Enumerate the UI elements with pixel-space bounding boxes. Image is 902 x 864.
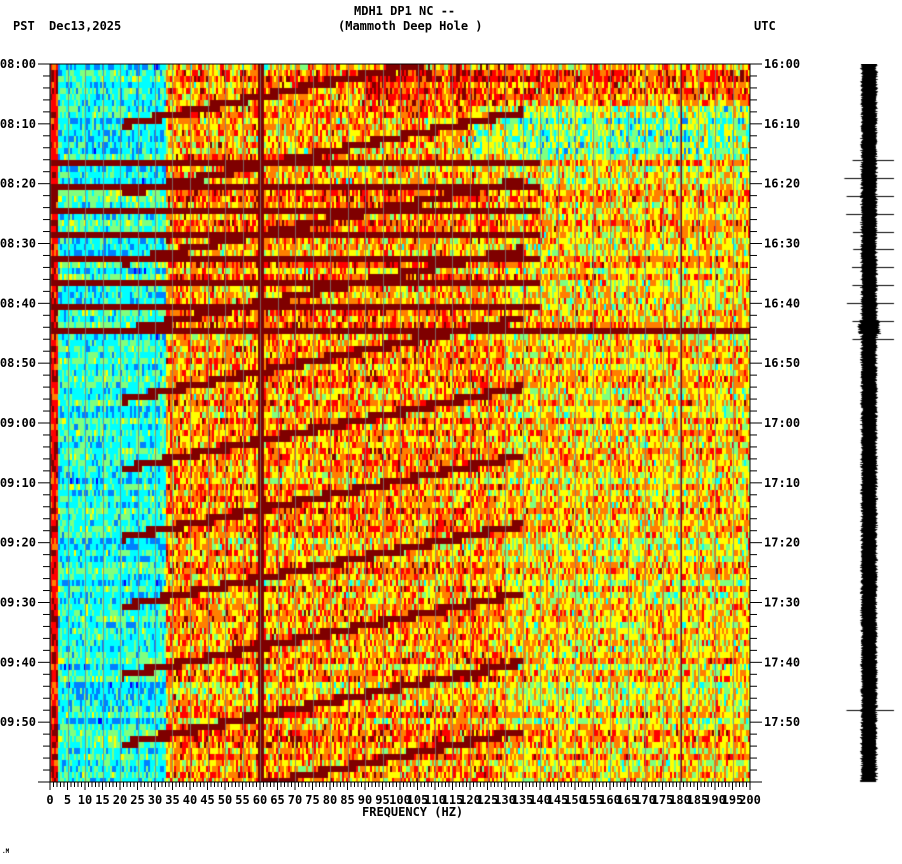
svg-text:25: 25 xyxy=(130,793,144,807)
svg-text:50: 50 xyxy=(218,793,232,807)
station-location: (Mammoth Deep Hole ) xyxy=(338,19,483,33)
svg-text:90: 90 xyxy=(358,793,372,807)
svg-text:17:20: 17:20 xyxy=(764,536,800,550)
svg-text:155: 155 xyxy=(582,793,604,807)
svg-text:195: 195 xyxy=(722,793,744,807)
svg-text:70: 70 xyxy=(288,793,302,807)
svg-text:0: 0 xyxy=(46,793,53,807)
svg-text:80: 80 xyxy=(323,793,337,807)
svg-text:30: 30 xyxy=(148,793,162,807)
svg-text:120: 120 xyxy=(459,793,481,807)
svg-text:55: 55 xyxy=(235,793,249,807)
svg-text:17:40: 17:40 xyxy=(764,655,800,669)
svg-text:190: 190 xyxy=(704,793,726,807)
svg-text:165: 165 xyxy=(617,793,639,807)
right-timezone-label: UTC xyxy=(754,19,776,33)
station-title: MDH1 DP1 NC -- xyxy=(354,4,456,18)
svg-text:180: 180 xyxy=(669,793,691,807)
svg-text:09:30: 09:30 xyxy=(0,596,36,610)
svg-text:145: 145 xyxy=(547,793,569,807)
svg-text:105: 105 xyxy=(407,793,429,807)
svg-text:17:30: 17:30 xyxy=(764,596,800,610)
svg-text:130: 130 xyxy=(494,793,516,807)
svg-text:17:00: 17:00 xyxy=(764,416,800,430)
svg-text:17:10: 17:10 xyxy=(764,476,800,490)
svg-text:16:00: 16:00 xyxy=(764,57,800,71)
svg-text:170: 170 xyxy=(634,793,656,807)
corner-mark: .M xyxy=(2,848,10,855)
svg-text:16:40: 16:40 xyxy=(764,296,800,310)
svg-text:115: 115 xyxy=(442,793,464,807)
spectrogram-heatmap xyxy=(50,64,750,782)
svg-text:100: 100 xyxy=(389,793,411,807)
svg-text:08:20: 08:20 xyxy=(0,177,36,191)
svg-text:35: 35 xyxy=(165,793,179,807)
svg-text:175: 175 xyxy=(652,793,674,807)
svg-text:09:10: 09:10 xyxy=(0,476,36,490)
svg-text:17:50: 17:50 xyxy=(764,715,800,729)
svg-text:150: 150 xyxy=(564,793,586,807)
svg-text:08:00: 08:00 xyxy=(0,57,36,71)
svg-text:125: 125 xyxy=(477,793,499,807)
svg-text:65: 65 xyxy=(270,793,284,807)
svg-text:60: 60 xyxy=(253,793,267,807)
svg-text:09:20: 09:20 xyxy=(0,536,36,550)
date-label: Dec13,2025 xyxy=(49,19,122,33)
x-axis-label: FREQUENCY (HZ) xyxy=(362,805,464,819)
svg-text:16:30: 16:30 xyxy=(764,237,800,251)
svg-text:5: 5 xyxy=(64,793,71,807)
svg-text:08:40: 08:40 xyxy=(0,296,36,310)
svg-text:08:50: 08:50 xyxy=(0,356,36,370)
svg-text:110: 110 xyxy=(424,793,446,807)
svg-text:160: 160 xyxy=(599,793,621,807)
svg-text:200: 200 xyxy=(739,793,761,807)
svg-text:95: 95 xyxy=(375,793,389,807)
svg-text:08:30: 08:30 xyxy=(0,237,36,251)
svg-text:40: 40 xyxy=(183,793,197,807)
svg-text:45: 45 xyxy=(200,793,214,807)
svg-text:09:40: 09:40 xyxy=(0,655,36,669)
svg-text:135: 135 xyxy=(512,793,534,807)
svg-text:08:10: 08:10 xyxy=(0,117,36,131)
svg-text:16:10: 16:10 xyxy=(764,117,800,131)
svg-text:85: 85 xyxy=(340,793,354,807)
left-timezone-label: PST xyxy=(13,19,35,33)
svg-text:16:50: 16:50 xyxy=(764,356,800,370)
svg-text:75: 75 xyxy=(305,793,319,807)
svg-text:10: 10 xyxy=(78,793,92,807)
seismogram-trace xyxy=(836,64,902,784)
svg-text:140: 140 xyxy=(529,793,551,807)
svg-text:185: 185 xyxy=(687,793,709,807)
svg-text:15: 15 xyxy=(95,793,109,807)
svg-text:09:00: 09:00 xyxy=(0,416,36,430)
svg-text:20: 20 xyxy=(113,793,127,807)
svg-text:16:20: 16:20 xyxy=(764,177,800,191)
svg-text:09:50: 09:50 xyxy=(0,715,36,729)
